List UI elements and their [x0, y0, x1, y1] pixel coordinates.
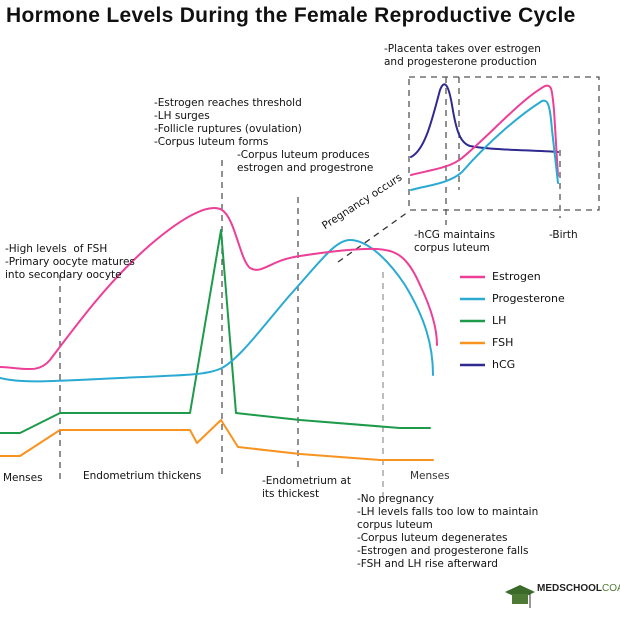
label-endometrium-thickens: Endometrium thickens [83, 470, 202, 482]
graduation-cap-icon [505, 585, 535, 608]
legend-label-fsh: FSH [492, 336, 514, 349]
legend-label-hcg: hCG [492, 358, 516, 371]
fsh-line [0, 419, 434, 461]
annotation-hcg: -hCG maintains corpus luteum [414, 229, 496, 254]
logo-bold: MEDSCHOOL [537, 583, 602, 594]
lh-line [0, 229, 431, 434]
inset-estrogen-line [410, 84, 559, 177]
diagram-title: Hormone Levels During the Female Reprodu… [6, 4, 576, 27]
logo-light: COACH [602, 583, 620, 594]
label-menses-end: Menses [410, 470, 450, 482]
inset-hcg-line [410, 83, 559, 158]
legend-label-estrogen: Estrogen [492, 270, 541, 283]
annotation-no-pregnancy: -No pregnancy -LH levels falls too low t… [357, 493, 539, 570]
annotation-birth: -Birth [549, 229, 578, 241]
annotation-corpus-luteum: -Corpus luteum produces estrogen and pro… [237, 149, 374, 174]
label-menses-start: Menses [3, 472, 43, 484]
pregnancy-connector [337, 211, 409, 263]
legend-label-progesterone: Progesterone [492, 292, 565, 305]
legend-label-lh: LH [492, 314, 507, 327]
annotation-placenta: -Placenta takes over estrogen and proges… [384, 43, 541, 68]
inset-progesterone-line [410, 99, 559, 191]
inset-box [408, 76, 600, 211]
annotation-ovulation: -Estrogen reaches threshold -LH surges -… [154, 97, 302, 148]
estrogen-line [0, 207, 438, 371]
progesterone-line [0, 239, 434, 383]
logo: MEDSCHOOLCOACH [537, 583, 620, 594]
annotation-fsh: -High levels of FSH -Primary oocyte matu… [5, 243, 135, 281]
annotation-endometrium-thickest: -Endometrium at its thickest [262, 475, 351, 500]
